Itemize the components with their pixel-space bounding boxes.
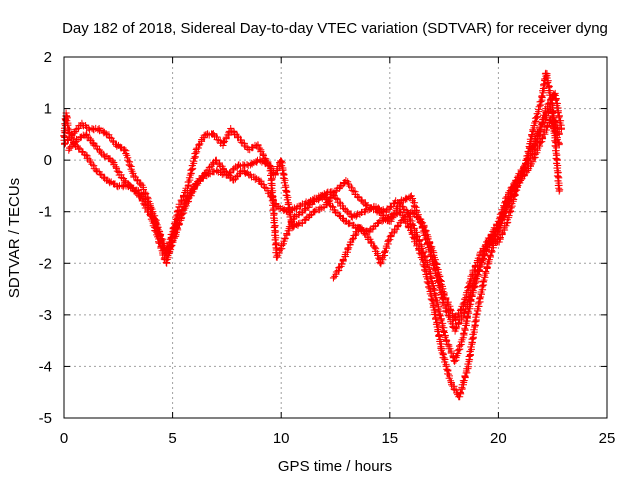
x-axis-label: GPS time / hours	[278, 458, 392, 475]
plot-frame	[63, 56, 608, 419]
y-tick-label: -5	[39, 410, 52, 427]
x-tick-label: 25	[599, 430, 616, 447]
data-point-markers	[329, 69, 564, 324]
axis-ticks: 0 5 10 15 20 25 -5 -4 -3 -2 -1 0 1 2	[39, 49, 616, 447]
y-tick-label: 2	[44, 49, 52, 66]
x-tick-label: 5	[168, 430, 176, 447]
y-tick-label: 0	[44, 152, 52, 169]
series-track-4	[329, 69, 564, 324]
data-marks	[60, 69, 565, 401]
x-tick-label: 0	[60, 430, 68, 447]
x-tick-label: 20	[490, 430, 507, 447]
series-track-3	[61, 116, 563, 335]
data-point-markers	[61, 116, 563, 335]
y-tick-label: -1	[39, 204, 52, 221]
x-tick-label: 10	[273, 430, 290, 447]
y-tick-label: -2	[39, 255, 52, 272]
y-tick-label: 1	[44, 101, 52, 118]
chart-title: Day 182 of 2018, Sidereal Day-to-day VTE…	[62, 20, 608, 37]
y-tick-label: -4	[39, 358, 52, 375]
y-axis-label: SDTVAR / TECUs	[6, 178, 23, 298]
grid-layer	[64, 57, 607, 418]
x-tick-label: 15	[381, 430, 398, 447]
y-tick-label: -3	[39, 307, 52, 324]
